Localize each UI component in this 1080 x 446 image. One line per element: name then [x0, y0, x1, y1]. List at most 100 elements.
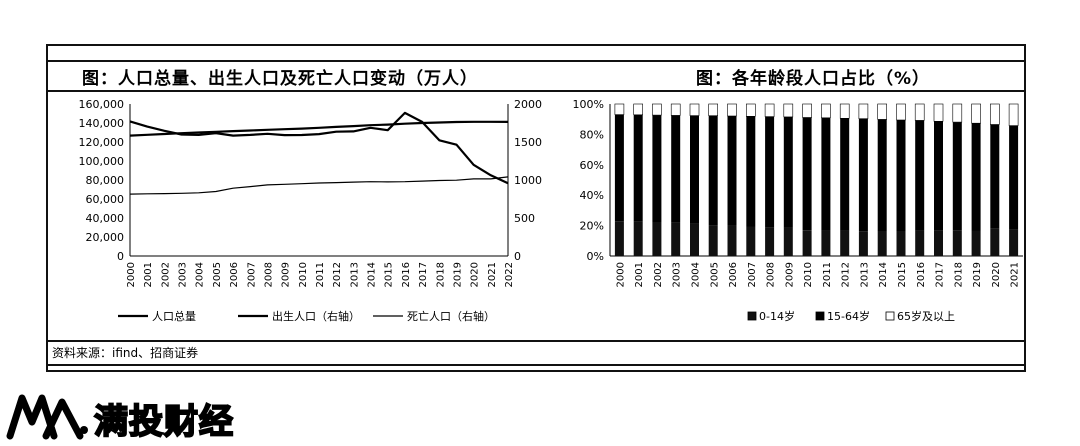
x-tick-label: 2006	[229, 262, 240, 287]
population-line-chart: 0 20,000 40,000 60,000 80,000 100,000 120,000 1…	[79, 98, 543, 323]
bar-segment-2	[727, 103, 737, 117]
bar-segment-1	[652, 115, 662, 222]
left-y-tick-label: 120,000	[79, 136, 125, 149]
left-y-tick-label: 100,000	[79, 155, 125, 168]
bar-segment-1	[671, 115, 681, 223]
y-tick-label: 100%	[573, 98, 604, 111]
left-y-tick-label: 60,000	[86, 193, 125, 206]
bar-segment-1	[971, 123, 981, 231]
right-y-tick-label: 500	[514, 212, 535, 225]
x-tick-label: 2016	[401, 262, 412, 287]
left-y-tick-label: 160,000	[79, 98, 125, 111]
bar-segment-2	[821, 103, 831, 119]
bar-segment-0	[840, 230, 850, 256]
legend-label: 人口总量	[152, 309, 196, 323]
bar-segment-0	[783, 227, 793, 256]
bar-segment-1	[934, 121, 943, 231]
legend-swatch-2	[885, 311, 895, 321]
x-tick-label: 2003	[178, 262, 189, 287]
bar-segment-0	[690, 223, 699, 256]
right-y-tick-label: 2000	[514, 98, 542, 111]
x-tick-label: 2015	[384, 262, 395, 287]
bar-segment-1	[614, 114, 624, 222]
logo-text: 满投财经	[93, 401, 234, 443]
x-tick-label: 2022	[504, 262, 515, 287]
bar-segment-2	[802, 103, 812, 118]
bar-segment-2	[652, 103, 662, 116]
x-tick-label: 2004	[195, 262, 206, 287]
legend-label: 0-14岁	[759, 309, 795, 323]
source-row: 资料来源：ifind、招商证券	[48, 340, 1024, 366]
legend-label: 15-64岁	[827, 309, 870, 323]
right-y-tick-label: 1500	[514, 136, 542, 149]
bar-segment-0	[765, 227, 775, 256]
x-tick-label: 2018	[953, 262, 964, 287]
x-tick-label: 2016	[916, 262, 927, 287]
bar-segment-0	[727, 225, 737, 256]
bar-segment-0	[1009, 229, 1019, 256]
bar-segment-2	[989, 103, 1000, 125]
bar-segment-2	[633, 103, 643, 116]
bar-segment-0	[934, 230, 943, 256]
legend-label: 出生人口（右轴）	[272, 309, 360, 323]
x-tick-label: 2011	[315, 262, 326, 287]
y-tick-label: 0%	[587, 250, 604, 263]
bar-segment-2	[1008, 103, 1019, 126]
bar-segment-0	[990, 228, 1000, 256]
bar-segment-0	[633, 221, 643, 256]
bar-segment-1	[708, 115, 718, 226]
x-tick-label: 2004	[690, 262, 701, 287]
bar-segment-1	[802, 117, 812, 231]
series-line-1	[129, 111, 509, 185]
bar-segment-2	[933, 103, 944, 122]
left-y-tick-label: 0	[117, 250, 124, 263]
legend-label: 65岁及以上	[897, 309, 955, 323]
x-tick-label: 2002	[653, 262, 664, 287]
x-tick-label: 2018	[435, 262, 446, 287]
x-tick-label: 2005	[709, 262, 720, 287]
bar-segment-2	[952, 103, 963, 123]
bar-segment-0	[708, 225, 718, 256]
bar-segment-0	[821, 230, 831, 256]
x-tick-label: 2010	[298, 262, 309, 287]
x-tick-label: 2021	[487, 262, 498, 287]
bar-segment-0	[896, 230, 906, 256]
bar-segment-1	[877, 119, 887, 231]
bar-segment-2	[914, 103, 925, 121]
x-tick-label: 2011	[822, 262, 833, 287]
bar-segment-2	[708, 103, 718, 116]
bar-segment-0	[858, 231, 868, 256]
x-tick-label: 2000	[126, 262, 137, 287]
x-tick-label: 2017	[418, 262, 429, 287]
right-y-tick-label: 1000	[514, 174, 542, 187]
x-tick-label: 2019	[452, 262, 463, 287]
bar-segment-1	[840, 118, 850, 231]
x-tick-label: 2008	[766, 262, 777, 287]
y-tick-label: 80%	[580, 128, 604, 141]
left-y-tick-label: 140,000	[79, 117, 125, 130]
bar-segment-0	[971, 230, 981, 256]
logo-mark-icon	[6, 394, 88, 440]
x-tick-label: 2012	[332, 262, 343, 287]
x-tick-label: 2013	[349, 262, 360, 287]
bar-segment-2	[896, 103, 906, 121]
left-chart-title: 图：人口总量、出生人口及死亡人口变动（万人）	[82, 69, 478, 89]
report-frame: 图：人口总量、出生人口及死亡人口变动（万人） 图：各年龄段人口占比（%） 0 20…	[46, 44, 1026, 372]
bar-segment-1	[858, 118, 868, 231]
bar-segment-2	[764, 103, 775, 117]
x-tick-label: 2003	[672, 262, 683, 287]
series-line-2	[129, 176, 509, 195]
bar-segment-2	[839, 103, 850, 119]
x-tick-label: 2000	[615, 262, 626, 287]
x-tick-label: 2021	[1010, 262, 1021, 287]
y-tick-label: 60%	[580, 159, 604, 172]
age-structure-bar-chart: 0% 20% 40% 60% 80% 100% 2000 2001 2002 2003 2004 20…	[573, 98, 1023, 323]
bar-segment-1	[1009, 125, 1019, 230]
source-text: 资料来源：ifind、招商证券	[52, 346, 199, 360]
right-chart-title: 图：各年龄段人口占比（%）	[696, 69, 931, 89]
bar-segment-0	[915, 230, 925, 256]
bar-segment-0	[614, 221, 624, 256]
x-tick-label: 2017	[935, 262, 946, 287]
x-tick-label: 2013	[859, 262, 870, 287]
bar-segment-0	[802, 230, 812, 256]
